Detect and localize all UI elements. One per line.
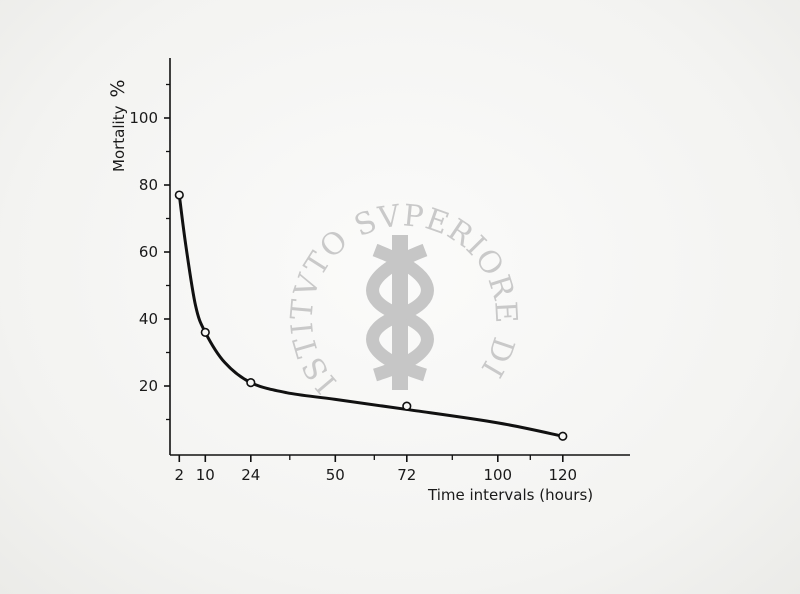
data-point: [174, 190, 184, 200]
data-point: [246, 378, 256, 388]
x-tick-label: 24: [241, 466, 260, 484]
data-point: [402, 401, 412, 411]
x-ticks: 2 10 24 50 72 100 120: [175, 455, 577, 484]
watermark-emblem: [366, 235, 434, 390]
y-tick-label: 40: [139, 310, 158, 328]
y-axis-title: Mortality%: [107, 79, 129, 172]
x-tick-label: 72: [397, 466, 416, 484]
x-tick-label: 100: [483, 466, 512, 484]
y-tick-label: 100: [129, 109, 158, 127]
watermark-text-path: ISTITVTO SVPERIORE DI SANITA: [0, 0, 522, 400]
y-tick-label: 80: [139, 176, 158, 194]
data-point: [558, 431, 568, 441]
y-tick-label: 20: [139, 377, 158, 395]
x-tick-label: 2: [175, 466, 185, 484]
data-markers: [174, 190, 568, 441]
watermark-text: ISTITVTO SVPERIORE DI SANITA: [0, 0, 523, 400]
x-tick-label: 120: [548, 466, 577, 484]
x-tick-label: 50: [326, 466, 345, 484]
y-tick-label: 60: [139, 243, 158, 261]
y-ticks: 20 40 60 80 100: [129, 83, 170, 421]
axes: [169, 58, 630, 456]
x-axis-title: Time intervals (hours): [427, 486, 593, 504]
data-point: [200, 327, 210, 338]
x-tick-label: 10: [196, 466, 215, 484]
watermark-seal: ISTITVTO SVPERIORE DI SANITA: [0, 0, 523, 400]
y-axis-unit: %: [107, 79, 129, 97]
y-axis-label: Mortality: [110, 105, 128, 172]
